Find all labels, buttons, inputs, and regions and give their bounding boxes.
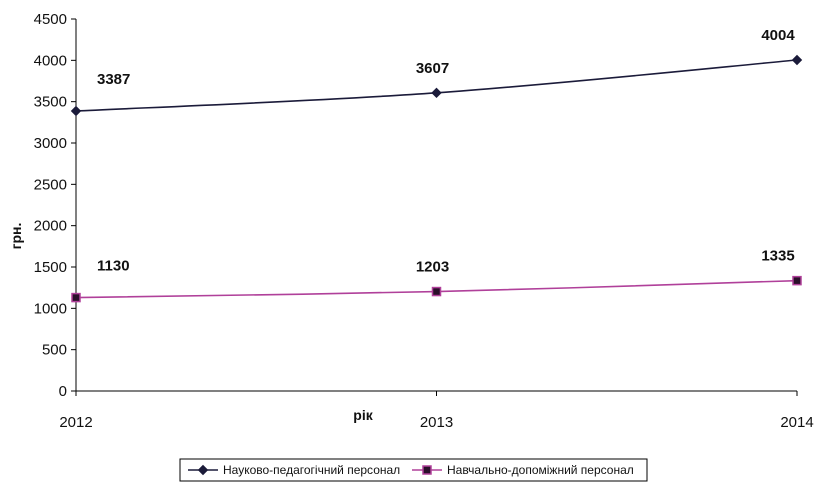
data-point <box>432 88 441 97</box>
y-tick-label: 3000 <box>34 135 67 152</box>
data-point <box>793 277 801 285</box>
data-label: 1335 <box>761 248 794 265</box>
x-tick-label: 2012 <box>59 414 92 431</box>
data-point <box>793 56 802 65</box>
y-tick-label: 1000 <box>34 300 67 317</box>
x-axis-title: рік <box>353 407 373 423</box>
data-labels: 3387 3607 4004 1130 1203 1335 <box>97 27 795 276</box>
x-tick-label: 2014 <box>780 414 813 431</box>
data-label: 1130 <box>97 258 130 275</box>
y-tick-label: 4000 <box>34 52 67 69</box>
data-point <box>72 107 81 116</box>
x-axis-ticks: 2012 2013 2014 <box>59 391 813 431</box>
y-tick-label: 2500 <box>34 176 67 193</box>
y-tick-label: 3500 <box>34 94 67 111</box>
data-point <box>72 294 80 302</box>
y-axis-ticks: 0 500 1000 1500 2000 2500 3000 3500 4000 4500 <box>34 11 76 400</box>
y-tick-label: 1500 <box>34 259 67 276</box>
data-point <box>433 288 441 296</box>
y-tick-label: 2000 <box>34 218 67 235</box>
y-tick-label: 0 <box>59 383 67 400</box>
data-label: 1203 <box>416 259 449 276</box>
data-label: 4004 <box>761 27 795 44</box>
y-axis-title: грн. <box>8 223 24 250</box>
legend: Науково-педагогічний персонал Навчально-д… <box>180 459 647 481</box>
data-point <box>423 466 431 474</box>
data-label: 3607 <box>416 60 449 77</box>
y-tick-label: 500 <box>42 342 67 359</box>
legend-label: Навчально-допоміжний персонал <box>447 463 634 477</box>
data-label: 3387 <box>97 71 130 88</box>
y-tick-label: 4500 <box>34 11 67 28</box>
legend-label: Науково-педагогічний персонал <box>223 463 400 477</box>
x-tick-label: 2013 <box>420 414 453 431</box>
series-2 <box>72 277 801 302</box>
